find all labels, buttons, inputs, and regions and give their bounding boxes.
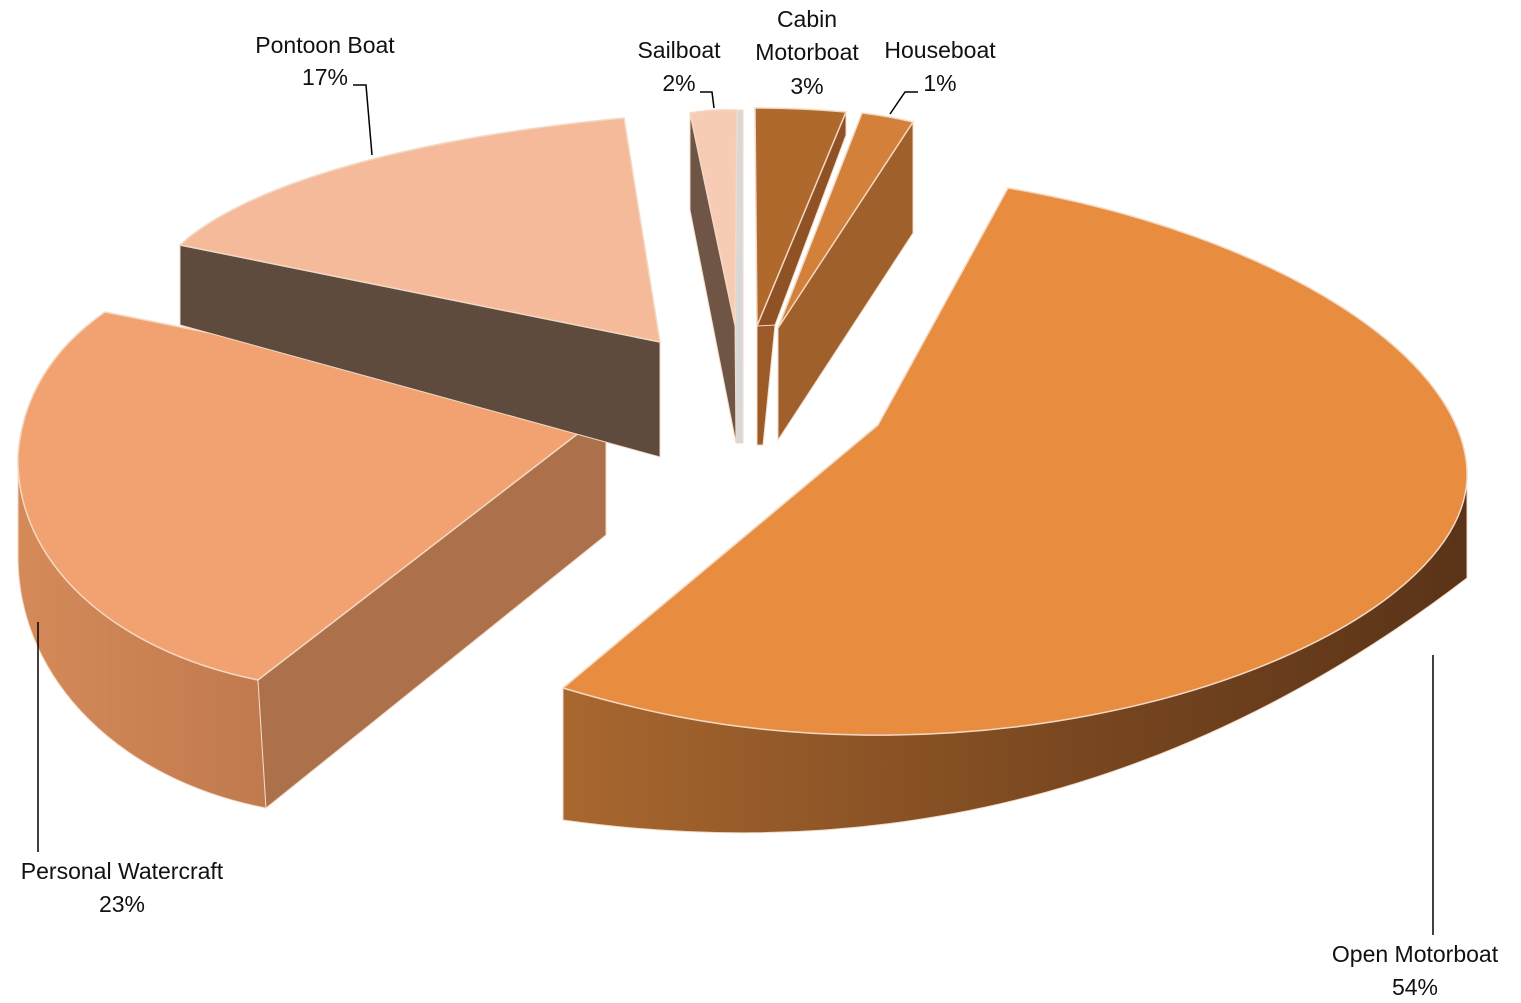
personal-watercraft-top <box>17 311 608 681</box>
label-sailboat-value: 2% <box>662 70 695 96</box>
leader-line-pontoon-boat <box>353 84 373 156</box>
label-houseboat-name: Houseboat <box>884 37 996 63</box>
slice-labels: Pontoon Boat 17% Sailboat 2% Cabin Motor… <box>21 6 1499 1000</box>
label-open-motorboat-value: 54% <box>1392 974 1438 1000</box>
label-open-motorboat-name: Open Motorboat <box>1332 941 1499 967</box>
sailboat-side-edge <box>734 109 744 444</box>
cabin-motorboat-side-edge <box>756 324 776 446</box>
label-cabin-motorboat-value: 3% <box>790 73 823 99</box>
slice-personal-watercraft <box>17 311 608 809</box>
leader-line-sailboat <box>700 91 715 109</box>
slice-houseboat <box>777 112 915 442</box>
sailboat-top <box>689 109 738 326</box>
leader-lines <box>37 84 1434 935</box>
label-pontoon-boat-name: Pontoon Boat <box>255 32 395 58</box>
cabin-motorboat-top <box>754 107 848 327</box>
label-pontoon-boat-value: 17% <box>302 64 348 90</box>
open-motorboat-top <box>561 187 1468 736</box>
label-cabin-motorboat-name-line2: Motorboat <box>755 39 859 65</box>
slice-open-motorboat <box>561 187 1468 834</box>
label-cabin-motorboat-name-line1: Cabin <box>777 6 837 32</box>
slice-cabin-motorboat <box>754 107 848 446</box>
leader-line-houseboat <box>889 91 918 115</box>
label-houseboat-value: 1% <box>923 70 956 96</box>
pontoon-boat-top <box>178 117 661 343</box>
slice-pontoon-boat <box>178 117 661 458</box>
slice-sailboat <box>689 109 744 444</box>
label-sailboat-name: Sailboat <box>637 37 721 63</box>
label-personal-watercraft-value: 23% <box>99 891 145 917</box>
houseboat-top <box>777 112 915 329</box>
label-personal-watercraft-name: Personal Watercraft <box>21 858 224 884</box>
